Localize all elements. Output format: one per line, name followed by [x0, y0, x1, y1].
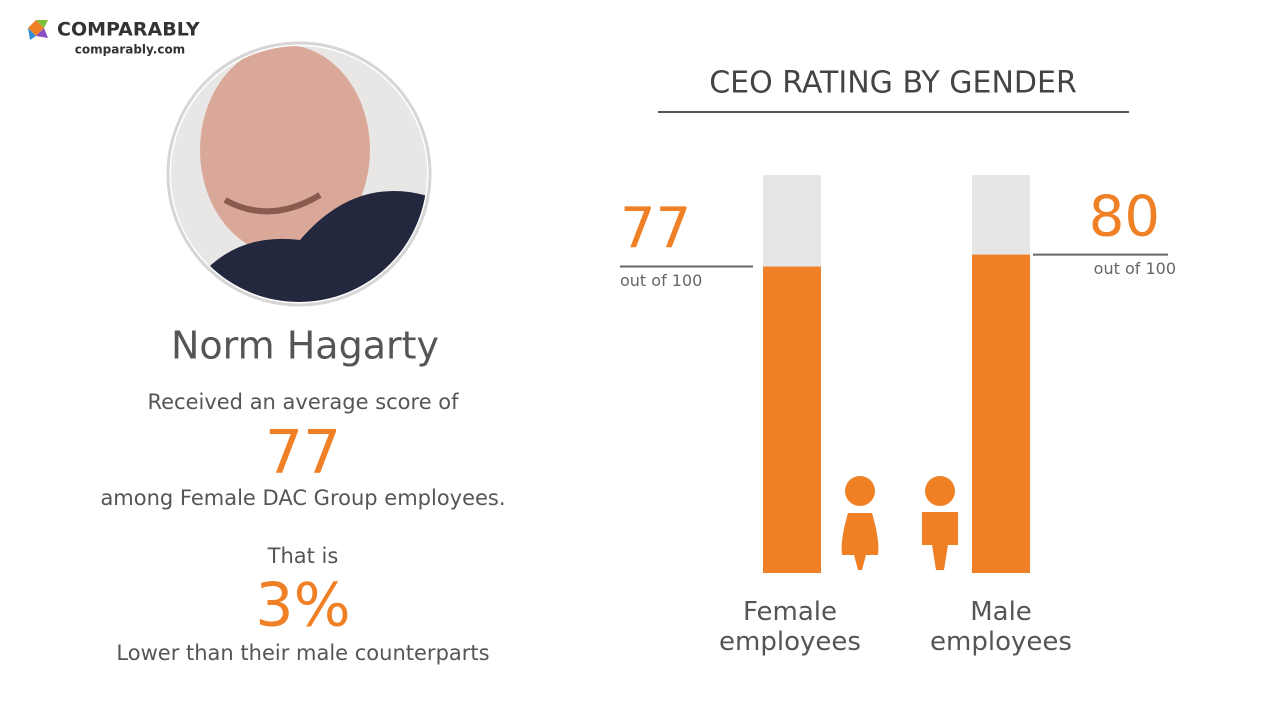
value-note: out of 100	[1094, 259, 1176, 278]
male-icon	[922, 476, 958, 570]
group-text: among Female DAC Group employees.	[100, 486, 505, 510]
score: 77	[265, 418, 341, 488]
category-label: Male employees	[930, 597, 1072, 657]
value-label: 77	[620, 197, 691, 262]
lead-text: That is	[267, 544, 339, 568]
ceo-name: Norm Hagarty	[171, 324, 439, 368]
comparison-text: Lower than their male counterparts	[116, 641, 489, 665]
bar	[972, 254, 1030, 573]
ceo-photo	[166, 41, 432, 307]
value-label: 80	[1089, 185, 1160, 250]
chart-title: CEO RATING BY GENDER	[709, 66, 1077, 101]
bar	[763, 266, 821, 573]
female-icon	[841, 476, 879, 570]
logo	[28, 20, 48, 40]
brand-name: COMPARABLY	[57, 19, 200, 41]
category-label: Female employees	[719, 597, 861, 657]
value-note: out of 100	[620, 271, 702, 290]
difference: 3%	[255, 571, 350, 641]
intro-text: Received an average score of	[147, 390, 459, 414]
brand-url: comparably.com	[75, 43, 185, 57]
